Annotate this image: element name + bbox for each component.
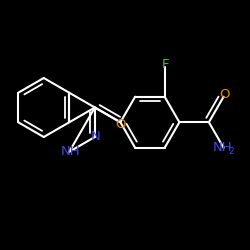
Text: O: O — [115, 118, 126, 131]
Text: N: N — [91, 130, 101, 143]
Text: NH: NH — [212, 141, 232, 154]
Text: 2: 2 — [229, 147, 234, 156]
Text: NH: NH — [61, 145, 80, 158]
Text: O: O — [220, 88, 230, 101]
Text: F: F — [162, 58, 170, 71]
